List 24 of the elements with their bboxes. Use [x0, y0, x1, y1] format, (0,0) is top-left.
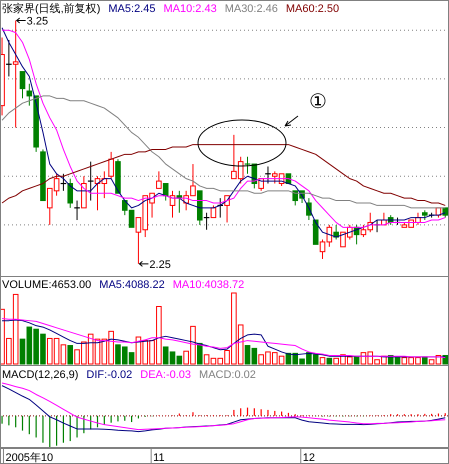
text: MA30:2.46: [224, 3, 278, 15]
annotation: ①: [309, 91, 327, 113]
x-tick-label: 11: [153, 452, 165, 464]
text: MACD:0.02: [199, 369, 256, 381]
text: MA5:2.45: [108, 3, 156, 15]
text: MA10:2.43: [163, 3, 217, 15]
chart-title: MACD(12,26,9): [2, 369, 78, 381]
chart-title: 张家界(日线,前复权): [2, 2, 100, 15]
x-tick-label: 12: [302, 452, 316, 464]
bar: [196, 342, 203, 364]
bar: [320, 357, 326, 364]
bar: [67, 345, 74, 364]
bar: [354, 356, 360, 364]
bar: [442, 354, 448, 364]
bar: [326, 358, 332, 364]
annotation: 2.25: [149, 258, 171, 271]
text: MA60:2.50: [286, 3, 340, 15]
text: MA5:4088.22: [99, 279, 165, 291]
text: MA10:4038.72: [172, 279, 244, 291]
text: DEA:-0.03: [140, 369, 192, 381]
annotation: 3.25: [26, 15, 48, 28]
x-tick-label: 2005年10: [5, 452, 54, 464]
chart-title: VOLUME:4653.00: [2, 279, 92, 291]
text: DIF:-0.02: [86, 369, 132, 381]
